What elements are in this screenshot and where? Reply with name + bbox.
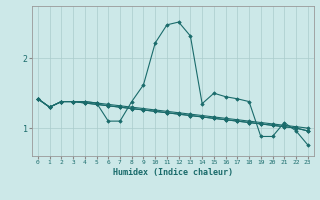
X-axis label: Humidex (Indice chaleur): Humidex (Indice chaleur) <box>113 168 233 177</box>
